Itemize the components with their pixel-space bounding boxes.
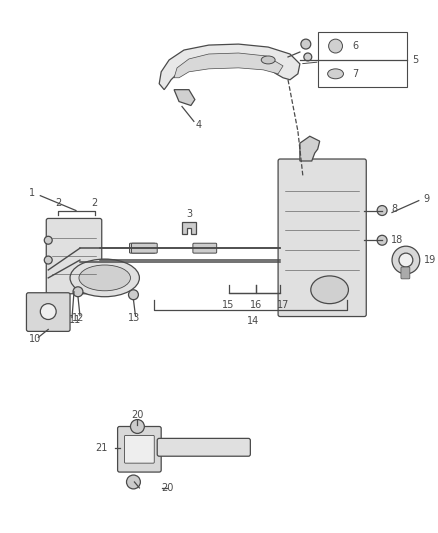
Text: 1: 1 (29, 188, 35, 198)
Ellipse shape (79, 265, 131, 291)
Text: 8: 8 (391, 204, 397, 214)
Circle shape (40, 304, 56, 319)
Text: 19: 19 (424, 255, 436, 265)
Circle shape (73, 287, 83, 297)
FancyBboxPatch shape (46, 219, 102, 294)
FancyBboxPatch shape (193, 243, 217, 253)
Circle shape (44, 236, 52, 244)
Text: 21: 21 (95, 443, 108, 453)
Circle shape (377, 206, 387, 215)
FancyBboxPatch shape (124, 435, 154, 463)
Text: 7: 7 (353, 69, 359, 79)
Ellipse shape (328, 69, 343, 79)
Ellipse shape (261, 56, 275, 64)
Ellipse shape (311, 276, 349, 304)
Bar (318, 32, 407, 87)
Circle shape (328, 39, 343, 53)
FancyBboxPatch shape (401, 267, 410, 279)
Text: 16: 16 (250, 300, 262, 310)
FancyBboxPatch shape (26, 293, 70, 332)
Text: 4: 4 (196, 120, 202, 131)
Polygon shape (182, 222, 196, 235)
Polygon shape (159, 44, 300, 90)
FancyBboxPatch shape (131, 243, 157, 253)
Circle shape (131, 419, 145, 433)
FancyBboxPatch shape (130, 243, 155, 253)
Circle shape (301, 39, 311, 49)
Text: 20: 20 (131, 409, 144, 419)
Text: 2: 2 (92, 198, 98, 207)
Text: 9: 9 (424, 193, 430, 204)
Polygon shape (174, 53, 283, 78)
Polygon shape (174, 90, 195, 106)
Text: 3: 3 (186, 209, 192, 220)
Circle shape (377, 235, 387, 245)
Text: 12: 12 (72, 312, 84, 322)
Ellipse shape (70, 259, 139, 297)
Polygon shape (300, 136, 320, 161)
Text: 15: 15 (223, 300, 235, 310)
Circle shape (399, 253, 413, 267)
Circle shape (44, 256, 52, 264)
Text: 20: 20 (161, 483, 173, 493)
Text: 17: 17 (277, 300, 289, 310)
FancyBboxPatch shape (117, 426, 161, 472)
Text: 5: 5 (412, 55, 418, 65)
FancyBboxPatch shape (278, 159, 366, 317)
Text: 6: 6 (353, 41, 359, 51)
Circle shape (392, 246, 420, 274)
Text: 13: 13 (128, 312, 141, 322)
Text: 14: 14 (247, 317, 259, 327)
Circle shape (127, 475, 141, 489)
Circle shape (128, 290, 138, 300)
Text: 10: 10 (29, 334, 42, 344)
Text: 18: 18 (391, 235, 403, 245)
Text: 11: 11 (69, 314, 81, 325)
Text: 2: 2 (55, 198, 61, 207)
FancyBboxPatch shape (157, 438, 251, 456)
Circle shape (304, 53, 312, 61)
